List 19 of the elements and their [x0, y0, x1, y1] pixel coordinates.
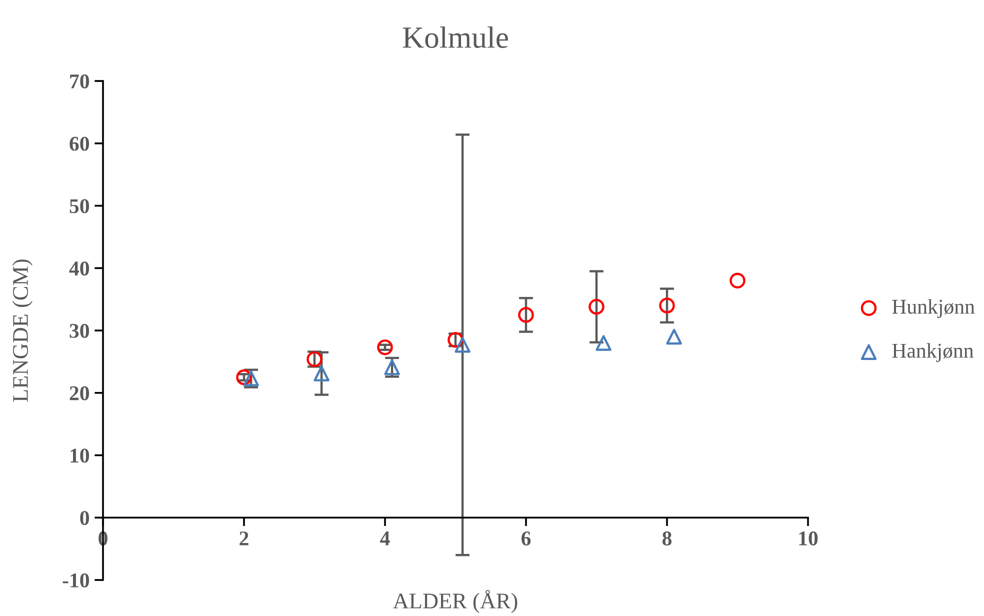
x-tick-label: 8	[662, 531, 672, 546]
x-axis-title: ALDER (ÅR)	[393, 590, 518, 614]
y-tick-label: 20	[70, 386, 90, 400]
y-tick-label: 60	[70, 136, 90, 151]
y-axis-title: LENGDE (CM)	[12, 260, 32, 402]
y-tick-label: -10	[62, 573, 90, 588]
y-tick-label: 0	[80, 511, 90, 526]
legend-label: Hunkjønn	[892, 299, 975, 318]
y-tick-label: 50	[70, 199, 90, 214]
chart-title: Kolmule	[402, 26, 508, 48]
y-tick-label: 40	[69, 262, 90, 276]
y-tick-label: 30	[70, 324, 90, 338]
y-tick-label: 10	[70, 448, 90, 463]
x-tick-label: 4	[380, 532, 390, 546]
x-tick-label: 6	[522, 531, 531, 546]
x-tick-label: 10	[799, 531, 818, 546]
y-tick-label: 70	[70, 74, 90, 88]
legend-label: Hankjønn	[892, 343, 974, 362]
x-tick-label: 2	[240, 531, 248, 546]
